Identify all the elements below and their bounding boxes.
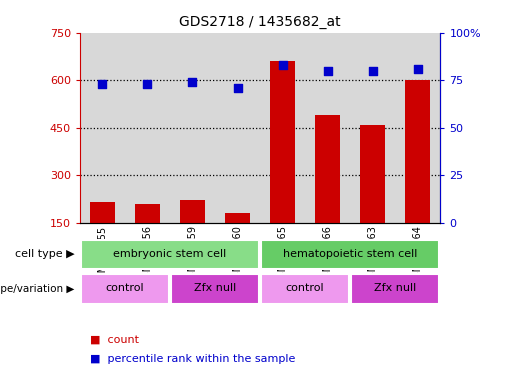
Bar [81,240,259,269]
Bar [180,200,205,223]
Bar [360,125,385,223]
Text: ■  percentile rank within the sample: ■ percentile rank within the sample [90,354,296,364]
Text: cell type ▶: cell type ▶ [15,249,75,260]
Bar [396,33,440,223]
Point [233,85,242,91]
Title: GDS2718 / 1435682_at: GDS2718 / 1435682_at [179,15,341,29]
Bar [261,274,349,304]
Bar [90,202,115,223]
Text: control: control [106,283,144,293]
Point [98,81,107,87]
Bar [215,33,260,223]
Text: ■  count: ■ count [90,335,139,345]
Bar [80,33,125,223]
Bar [170,33,215,223]
Bar [261,240,439,269]
Text: hematopoietic stem cell: hematopoietic stem cell [283,249,417,259]
Text: Zfx null: Zfx null [374,283,417,293]
Bar [125,33,170,223]
Point [188,79,197,85]
Bar [81,274,169,304]
Point [369,68,377,74]
Text: embryonic stem cell: embryonic stem cell [113,249,227,259]
Text: genotype/variation ▶: genotype/variation ▶ [0,284,75,294]
Bar [351,274,439,304]
Bar [135,204,160,223]
Bar [315,115,340,223]
Point [143,81,151,87]
Bar [260,33,305,223]
Point [279,62,287,68]
Bar [305,33,350,223]
Text: control: control [286,283,324,293]
Point [414,66,422,72]
Bar [225,213,250,223]
Bar [171,274,259,304]
Text: Zfx null: Zfx null [194,283,236,293]
Bar [270,61,295,223]
Bar [350,33,396,223]
Point [323,68,332,74]
Bar [405,80,430,223]
